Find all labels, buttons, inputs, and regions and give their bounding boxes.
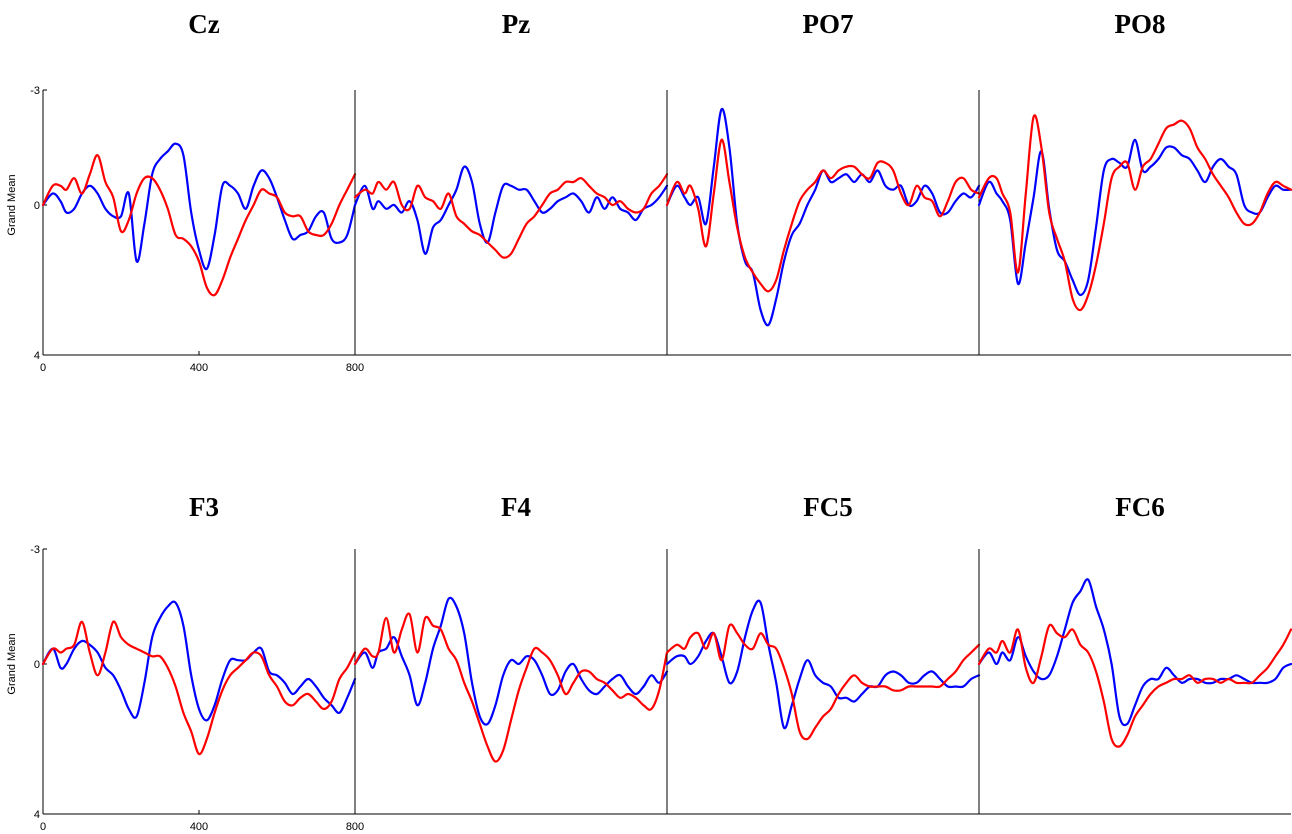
red-trace-po8 <box>977 114 1292 312</box>
red-trace-fc5 <box>665 623 981 741</box>
red-trace-f4 <box>353 612 669 763</box>
y-axis-label: Grand Mean <box>6 633 18 694</box>
y-tick-label: 4 <box>34 350 40 362</box>
y-tick-label: 0 <box>34 659 40 671</box>
channel-title: PO7 <box>803 9 854 39</box>
blue-trace-fc5 <box>665 599 981 730</box>
y-tick-label: -3 <box>30 85 40 97</box>
channel-title: FC5 <box>803 492 853 522</box>
channel-title: Cz <box>188 9 219 39</box>
channel-plot-f4: F4 <box>353 492 669 814</box>
channel-title: PO8 <box>1115 9 1166 39</box>
channel-title: FC6 <box>1115 492 1165 522</box>
channel-title: Pz <box>502 9 530 39</box>
y-axis-label: Grand Mean <box>6 174 18 235</box>
y-tick-label: 4 <box>34 809 40 821</box>
y-tick-label: -3 <box>30 544 40 556</box>
x-tick-label: 800 <box>346 362 364 374</box>
red-trace-fc6 <box>977 623 1292 748</box>
x-tick-label: 0 <box>40 362 46 374</box>
channel-title: F4 <box>501 492 531 522</box>
blue-trace-fc6 <box>977 578 1292 727</box>
x-tick-label: 800 <box>346 821 364 833</box>
blue-trace-f3 <box>41 600 357 722</box>
blue-trace-po8 <box>977 138 1292 297</box>
red-trace-po7 <box>665 138 981 293</box>
channel-plot-po8: PO8 <box>977 9 1292 355</box>
channel-plot-fc6: FC6 <box>977 492 1292 814</box>
blue-trace-f4 <box>353 596 669 726</box>
blue-trace-cz <box>41 142 357 271</box>
blue-trace-pz <box>353 165 669 255</box>
y-tick-label: 0 <box>34 200 40 212</box>
red-trace-f3 <box>41 620 357 756</box>
x-tick-label: 400 <box>190 821 208 833</box>
red-trace-pz <box>353 173 669 259</box>
channel-plot-f3: F3 <box>41 492 357 756</box>
x-tick-label: 0 <box>40 821 46 833</box>
channel-plot-fc5: FC5 <box>665 492 981 814</box>
x-tick-label: 400 <box>190 362 208 374</box>
channel-title: F3 <box>189 492 219 522</box>
channel-plot-cz: Cz <box>41 9 357 297</box>
red-trace-cz <box>41 154 357 297</box>
channel-plot-po7: PO7 <box>665 9 981 355</box>
blue-trace-po7 <box>665 108 981 327</box>
channel-plot-pz: Pz <box>353 9 669 355</box>
